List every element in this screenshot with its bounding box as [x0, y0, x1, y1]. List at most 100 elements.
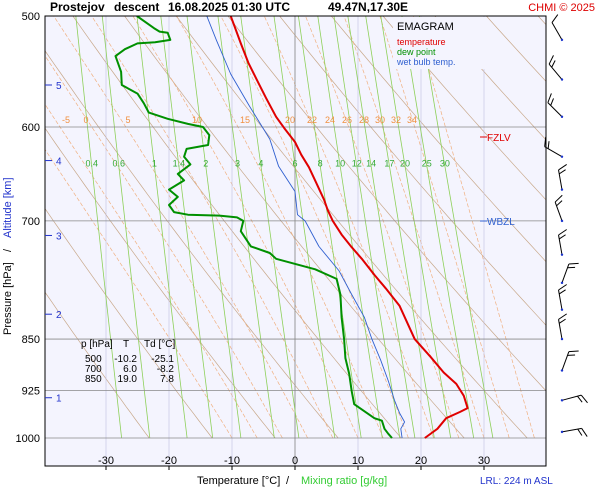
mixing-ratio-line: [75, 16, 122, 439]
dry-adiabat: [72, 16, 402, 439]
table-cell: 6.0: [123, 364, 137, 375]
mixing-ratio-line: [347, 16, 416, 439]
moist-adiabat: [413, 16, 535, 439]
legend-temperature: temperature: [397, 37, 446, 47]
moist-adiabat: [53, 16, 308, 439]
wind-barb-dot: [560, 308, 564, 311]
mixing-ratio-line: [317, 16, 383, 439]
legend-title: EMAGRAM: [397, 21, 454, 33]
wind-barb-dot: [560, 337, 564, 341]
wind-barb-flag: [558, 284, 567, 291]
temp-tick-label: 0: [292, 455, 298, 467]
isotherm-label: 24: [325, 115, 335, 125]
mixing-ratio-line: [101, 16, 151, 439]
wind-barb-dot: [560, 430, 564, 434]
mixing-ratio-line: [380, 16, 452, 439]
x-axis-title-temp: Temperature [°C]: [197, 475, 280, 487]
wind-barb-flag: [558, 169, 566, 175]
mixing-ratio-label: 17: [384, 158, 394, 168]
pressure-tick-label: 925: [22, 386, 40, 398]
mixing-ratio-label: 4: [258, 158, 263, 168]
wind-barb-flag: [558, 164, 567, 171]
coords-title: 49.47N,17.30E: [328, 0, 408, 14]
mixing-ratio-label: 0.6: [113, 158, 126, 168]
grid-layer: 0.4 0.6 1 1.4 2 3 4 6 8 10 12 14 17 20 25 30-5 0 5 10 15 20 2…: [45, 16, 546, 466]
wind-barb-flag: [581, 428, 588, 437]
wind-barb-dot: [560, 188, 564, 191]
mixing-ratio-label: 20: [400, 158, 410, 168]
temp-tick-label: 30: [478, 455, 490, 467]
wind-barb-flag: [577, 395, 583, 403]
wind-barb: [544, 136, 564, 158]
y-axis-title-sep: /: [2, 248, 14, 252]
wind-barb: [560, 394, 588, 404]
pressure-tick-label: 700: [22, 216, 40, 228]
wind-barb-flag: [558, 234, 566, 240]
table-cell: -25.1: [151, 354, 174, 365]
wind-barb-flag: [580, 394, 588, 404]
isotherm-label: 28: [359, 115, 369, 125]
wind-barb-flag: [568, 262, 579, 265]
isotherm-label: 10: [192, 115, 202, 125]
wind-barb: [547, 93, 564, 118]
wind-barb: [558, 284, 567, 311]
y-axis-title-altitude: Altitude [km]: [2, 177, 14, 238]
wind-barb: [560, 262, 579, 285]
data-table: p [hPa] T Td [°C] 500 -10.2 -25.1 700 6.…: [81, 339, 175, 385]
dry-adiabat: [434, 16, 546, 141]
wind-barb-shaft: [558, 289, 563, 310]
altitude-tick-label: 2: [56, 310, 62, 321]
isotherm-label: 34: [407, 115, 417, 125]
wind-barb-shaft: [561, 394, 582, 401]
dry-adiabat: [175, 16, 528, 439]
wind-barb-dot: [560, 253, 564, 256]
table-cell: 7.8: [160, 374, 174, 385]
dry-adiabat: [330, 16, 546, 263]
wind-barb-shaft: [561, 427, 582, 433]
table-cell: 19.0: [118, 374, 138, 385]
isotherm-label: 0: [83, 115, 88, 125]
wind-barb-dot: [560, 369, 564, 372]
table-header-t: T: [123, 339, 129, 350]
dry-adiabat: [382, 16, 546, 201]
y-axis-title-pressure: Pressure [hPa]: [2, 262, 14, 335]
wind-barb-flag: [550, 98, 554, 106]
pressure-tick-label: 850: [22, 334, 40, 346]
moist-adiabat: [263, 16, 434, 439]
wind-barb: [560, 350, 579, 372]
isotherm-label: 26: [342, 115, 352, 125]
x-axis-title-mix: Mixing ratio [g/kg]: [301, 475, 387, 487]
temp-tick-label: -30: [98, 455, 114, 467]
legend-dew-point: dew point: [397, 47, 436, 57]
moist-adiabat: [379, 16, 510, 439]
moist-adiabat: [45, 55, 283, 439]
datetime-title: 16.08.2025 01:30 UTC: [168, 0, 290, 14]
wind-barb-dot: [560, 78, 564, 81]
lrl-text: LRL: 224 m ASL: [480, 476, 553, 487]
altitude-tick-label: 5: [56, 81, 62, 92]
pressure-tick-label: 600: [22, 122, 40, 134]
wind-barb-flag: [567, 354, 576, 356]
wind-barb-flag: [548, 55, 554, 65]
wind-barb-shaft: [558, 169, 563, 190]
wind-barb-flag: [554, 194, 563, 203]
isotherm-label: -5: [62, 115, 70, 125]
legend: EMAGRAM temperature dew point wet bulb t…: [393, 17, 485, 69]
temp-tick-label: 10: [352, 455, 364, 467]
moist-adiabat: [305, 16, 460, 439]
temp-tick-label: -10: [224, 455, 240, 467]
wind-barb-flag: [567, 266, 576, 269]
table-cell: 850: [85, 374, 102, 385]
wind-barb-dot: [560, 115, 564, 118]
dry-adiabat: [45, 50, 339, 439]
wet-bulb-temp-line: [206, 16, 406, 439]
wind-barb-flag: [547, 93, 552, 103]
level-markers: FZLV WBZL: [480, 133, 515, 228]
y-axis-title: Pressure [hPa] / Altitude [km]: [2, 177, 14, 335]
wind-barb-flag: [558, 229, 567, 236]
table-cell: 700: [85, 364, 102, 375]
wbzl-label: WBZL: [487, 217, 515, 228]
isotherm-label: 30: [375, 115, 385, 125]
mixing-ratio-label: 3: [235, 158, 240, 168]
